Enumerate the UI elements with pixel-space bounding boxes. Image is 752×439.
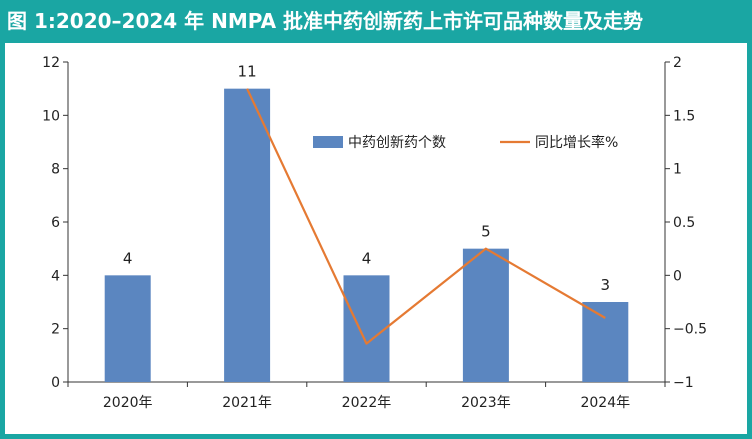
x-tick-label: 2022年 [342, 395, 392, 411]
left-tick-label: 8 [51, 162, 60, 178]
left-tick-label: 12 [42, 55, 60, 71]
legend-bar-swatch [313, 136, 343, 148]
growth-rate-line [246, 88, 606, 345]
bar-data-label: 5 [481, 223, 491, 241]
right-tick-label: 1 [673, 162, 682, 178]
right-tick-label: −1 [673, 375, 694, 391]
bar [343, 275, 390, 382]
bar-data-label: 4 [123, 249, 133, 267]
right-tick-label: 2 [673, 55, 682, 71]
legend-line-label: 同比增长率% [535, 134, 618, 151]
bar [582, 302, 629, 382]
bar-data-label: 3 [601, 276, 611, 294]
left-tick-label: 6 [51, 215, 60, 231]
right-tick-label: 1.5 [673, 108, 695, 124]
x-tick-label: 2024年 [580, 395, 630, 411]
bar [224, 88, 271, 383]
right-tick-label: −0.5 [673, 322, 707, 338]
x-tick-label: 2023年 [461, 395, 511, 411]
bar [104, 275, 151, 382]
bar-data-label: 11 [238, 63, 257, 81]
x-tick-label: 2021年 [222, 395, 272, 411]
left-tick-label: 2 [51, 322, 60, 338]
chart-title: 图 1:2020–2024 年 NMPA 批准中药创新药上市许可品种数量及走势 [0, 0, 752, 43]
bar-data-label: 4 [362, 249, 372, 267]
left-tick-label: 0 [51, 375, 60, 391]
legend-bar-label: 中药创新药个数 [348, 135, 446, 151]
left-tick-label: 4 [51, 268, 60, 284]
bar [462, 248, 509, 382]
left-tick-label: 10 [42, 108, 60, 124]
x-tick-label: 2020年 [103, 395, 153, 411]
right-tick-label: 0 [673, 268, 682, 284]
right-tick-label: 0.5 [673, 215, 695, 231]
